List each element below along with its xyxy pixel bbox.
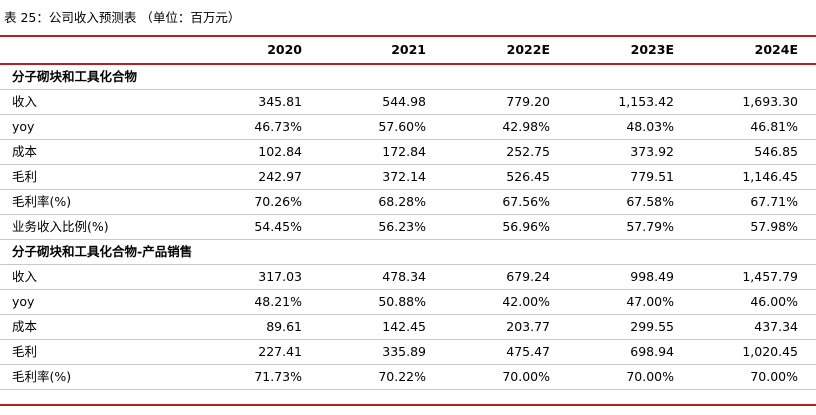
row-label: 业务收入比例(%) — [0, 214, 196, 240]
table-cell: 698.94 — [568, 339, 692, 365]
header-cell-2024e: 2024E — [692, 35, 816, 65]
table-cell: 1,693.30 — [692, 89, 816, 115]
table-cell: 70.26% — [196, 189, 320, 215]
table-cell: 1,020.45 — [692, 339, 816, 365]
row-label: 毛利率(%) — [0, 364, 196, 390]
table-cell: 67.58% — [568, 189, 692, 215]
header-cell-2021: 2021 — [320, 35, 444, 65]
table-header: 2020 2021 2022E 2023E 2024E — [0, 35, 816, 65]
header-cell-2023e: 2023E — [568, 35, 692, 65]
table-cell: 48.21% — [196, 289, 320, 315]
table-row: 毛利率(%) 70.26% 68.28% 67.56% 67.58% 67.71% — [0, 189, 816, 215]
table-cell: 70.00% — [568, 364, 692, 390]
table-cell: 203.77 — [444, 314, 568, 340]
table-row: 收入 317.03 478.34 679.24 998.49 1,457.79 — [0, 264, 816, 290]
table-row: 成本 102.84 172.84 252.75 373.92 546.85 — [0, 139, 816, 165]
table-row: 收入 345.81 544.98 779.20 1,153.42 1,693.30 — [0, 89, 816, 115]
table-row: 毛利 227.41 335.89 475.47 698.94 1,020.45 — [0, 339, 816, 365]
table-row: 成本 89.61 142.45 203.77 299.55 437.34 — [0, 314, 816, 340]
table-body: 分子砌块和工具化合物 收入 345.81 544.98 779.20 1,153.42 1,… — [0, 64, 816, 390]
row-label: 收入 — [0, 264, 196, 290]
table-cell: 335.89 — [320, 339, 444, 365]
table-cell: 89.61 — [196, 314, 320, 340]
table-row: 毛利率(%) 71.73% 70.22% 70.00% 70.00% 70.00% — [0, 364, 816, 390]
table-cell: 42.00% — [444, 289, 568, 315]
row-label: yoy — [0, 114, 196, 140]
table-cell: 437.34 — [692, 314, 816, 340]
table-cell: 67.56% — [444, 189, 568, 215]
table-cell: 546.85 — [692, 139, 816, 165]
row-label: yoy — [0, 289, 196, 315]
table-cell: 70.00% — [444, 364, 568, 390]
table-cell: 1,146.45 — [692, 164, 816, 190]
table-cell: 46.81% — [692, 114, 816, 140]
row-label: 成本 — [0, 314, 196, 340]
section-header-row: 分子砌块和工具化合物 — [0, 64, 816, 90]
table-cell: 1,457.79 — [692, 264, 816, 290]
header-cell-label — [0, 35, 196, 65]
table-cell: 998.49 — [568, 264, 692, 290]
table-cell: 172.84 — [320, 139, 444, 165]
table-caption: 表 25：公司收入预测表 （单位：百万元） — [4, 10, 241, 25]
table-cell: 46.73% — [196, 114, 320, 140]
table-cell: 54.45% — [196, 214, 320, 240]
table-cell: 252.75 — [444, 139, 568, 165]
bottom-rule — [0, 404, 816, 406]
table-cell: 68.28% — [320, 189, 444, 215]
table-cell: 299.55 — [568, 314, 692, 340]
table-cell: 317.03 — [196, 264, 320, 290]
table-cell: 142.45 — [320, 314, 444, 340]
table-cell: 372.14 — [320, 164, 444, 190]
table-cell: 679.24 — [444, 264, 568, 290]
table-cell: 70.00% — [692, 364, 816, 390]
table-cell: 779.20 — [444, 89, 568, 115]
table-cell: 227.41 — [196, 339, 320, 365]
row-label: 成本 — [0, 139, 196, 165]
row-label: 毛利 — [0, 164, 196, 190]
table-cell: 475.47 — [444, 339, 568, 365]
header-cell-2022e: 2022E — [444, 35, 568, 65]
table-cell: 345.81 — [196, 89, 320, 115]
table-cell: 47.00% — [568, 289, 692, 315]
table-cell: 57.79% — [568, 214, 692, 240]
table-row: 毛利 242.97 372.14 526.45 779.51 1,146.45 — [0, 164, 816, 190]
table-cell: 373.92 — [568, 139, 692, 165]
table-cell: 67.71% — [692, 189, 816, 215]
section-title: 分子砌块和工具化合物 — [0, 64, 816, 90]
section-title: 分子砌块和工具化合物-产品销售 — [0, 239, 816, 265]
table-cell: 56.96% — [444, 214, 568, 240]
table-cell: 48.03% — [568, 114, 692, 140]
table-cell: 102.84 — [196, 139, 320, 165]
table-cell: 42.98% — [444, 114, 568, 140]
table-cell: 526.45 — [444, 164, 568, 190]
header-row: 2020 2021 2022E 2023E 2024E — [0, 35, 816, 65]
revenue-forecast-table: 2020 2021 2022E 2023E 2024E 分子砌块和工具化合物 收入… — [0, 35, 816, 390]
table-cell: 544.98 — [320, 89, 444, 115]
table-cell: 46.00% — [692, 289, 816, 315]
table-cell: 57.98% — [692, 214, 816, 240]
row-label: 毛利 — [0, 339, 196, 365]
table-row: 业务收入比例(%) 54.45% 56.23% 56.96% 57.79% 57.98% — [0, 214, 816, 240]
table-row: yoy 48.21% 50.88% 42.00% 47.00% 46.00% — [0, 289, 816, 315]
section-header-row: 分子砌块和工具化合物-产品销售 — [0, 239, 816, 265]
row-label: 收入 — [0, 89, 196, 115]
table-cell: 50.88% — [320, 289, 444, 315]
table-cell: 478.34 — [320, 264, 444, 290]
table-cell: 70.22% — [320, 364, 444, 390]
table-cell: 242.97 — [196, 164, 320, 190]
table-row: yoy 46.73% 57.60% 42.98% 48.03% 46.81% — [0, 114, 816, 140]
table-cell: 56.23% — [320, 214, 444, 240]
table-cell: 57.60% — [320, 114, 444, 140]
header-cell-2020: 2020 — [196, 35, 320, 65]
table-cell: 779.51 — [568, 164, 692, 190]
table-cell: 71.73% — [196, 364, 320, 390]
table-cell: 1,153.42 — [568, 89, 692, 115]
row-label: 毛利率(%) — [0, 189, 196, 215]
